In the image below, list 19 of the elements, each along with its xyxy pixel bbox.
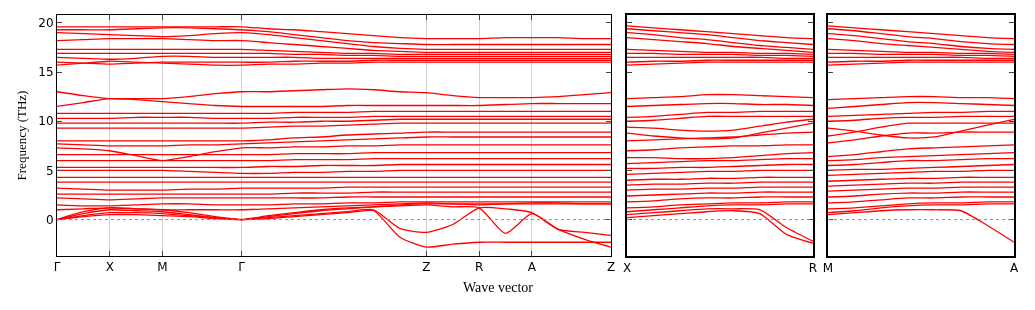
x-tick-label: A xyxy=(527,260,537,275)
y-tick-label: 5 xyxy=(45,163,54,178)
x-tick-label: R xyxy=(474,260,484,275)
x-tick-label: Γ xyxy=(53,260,61,275)
x-axis-title: Wave vector xyxy=(463,280,534,295)
y-axis-title: Frequency (THz) xyxy=(14,90,30,181)
x-tick-label: A xyxy=(1009,261,1019,276)
x-tick-label: X xyxy=(105,260,114,275)
y-tick-label: 0 xyxy=(45,212,54,227)
y-tick-label: 20 xyxy=(38,16,54,31)
x-tick-label: R xyxy=(808,261,818,276)
x-tick-label: M xyxy=(157,260,168,275)
x-tick-label: Z xyxy=(422,260,431,275)
x-tick-label: Z xyxy=(606,260,616,275)
x-tick-label: Γ xyxy=(238,260,246,275)
x-tick-label: X xyxy=(622,261,632,276)
y-tick-label: 15 xyxy=(38,65,54,80)
x-tick-label: M xyxy=(822,261,834,276)
y-tick-label: 10 xyxy=(38,114,54,129)
